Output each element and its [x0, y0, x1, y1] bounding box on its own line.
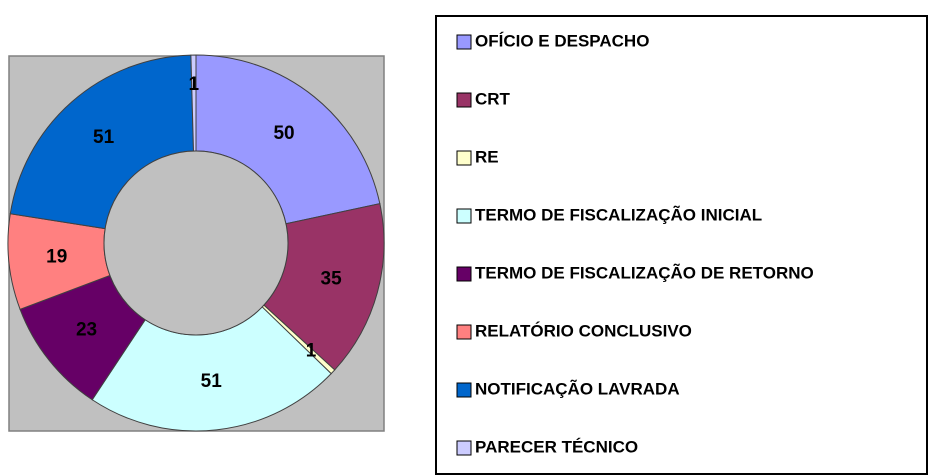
legend-swatch: [456, 92, 472, 108]
data-label: 35: [321, 269, 343, 290]
legend-label: RELATÓRIO CONCLUSIVO: [475, 321, 692, 340]
legend-swatch: [456, 324, 472, 340]
legend-swatch: [456, 266, 472, 282]
data-label: 50: [273, 123, 294, 144]
legend-box: [435, 15, 928, 475]
donut-hole: [103, 150, 289, 336]
data-label: 1: [306, 340, 317, 361]
legend-swatch: [456, 150, 472, 166]
legend-label: RE: [475, 147, 499, 166]
legend-label: TERMO DE FISCALIZAÇÃO DE RETORNO: [475, 262, 814, 282]
legend-swatch: [456, 440, 472, 456]
legend-label: CRT: [475, 89, 511, 108]
legend-swatch: [456, 34, 472, 50]
legend-label: TERMO DE FISCALIZAÇÃO INICIAL: [475, 204, 762, 224]
data-label: 19: [46, 246, 67, 267]
data-label: 51: [201, 371, 223, 392]
legend-label: NOTIFICAÇÃO LAVRADA: [475, 378, 680, 398]
legend-label: PARECER TÉCNICO: [475, 437, 638, 456]
legend-label: OFÍCIO E DESPACHO: [475, 31, 649, 50]
data-label: 23: [76, 319, 97, 340]
legend-swatch: [456, 208, 472, 224]
data-label: 1: [189, 74, 200, 95]
data-label: 51: [93, 127, 115, 148]
legend-swatch: [456, 382, 472, 398]
